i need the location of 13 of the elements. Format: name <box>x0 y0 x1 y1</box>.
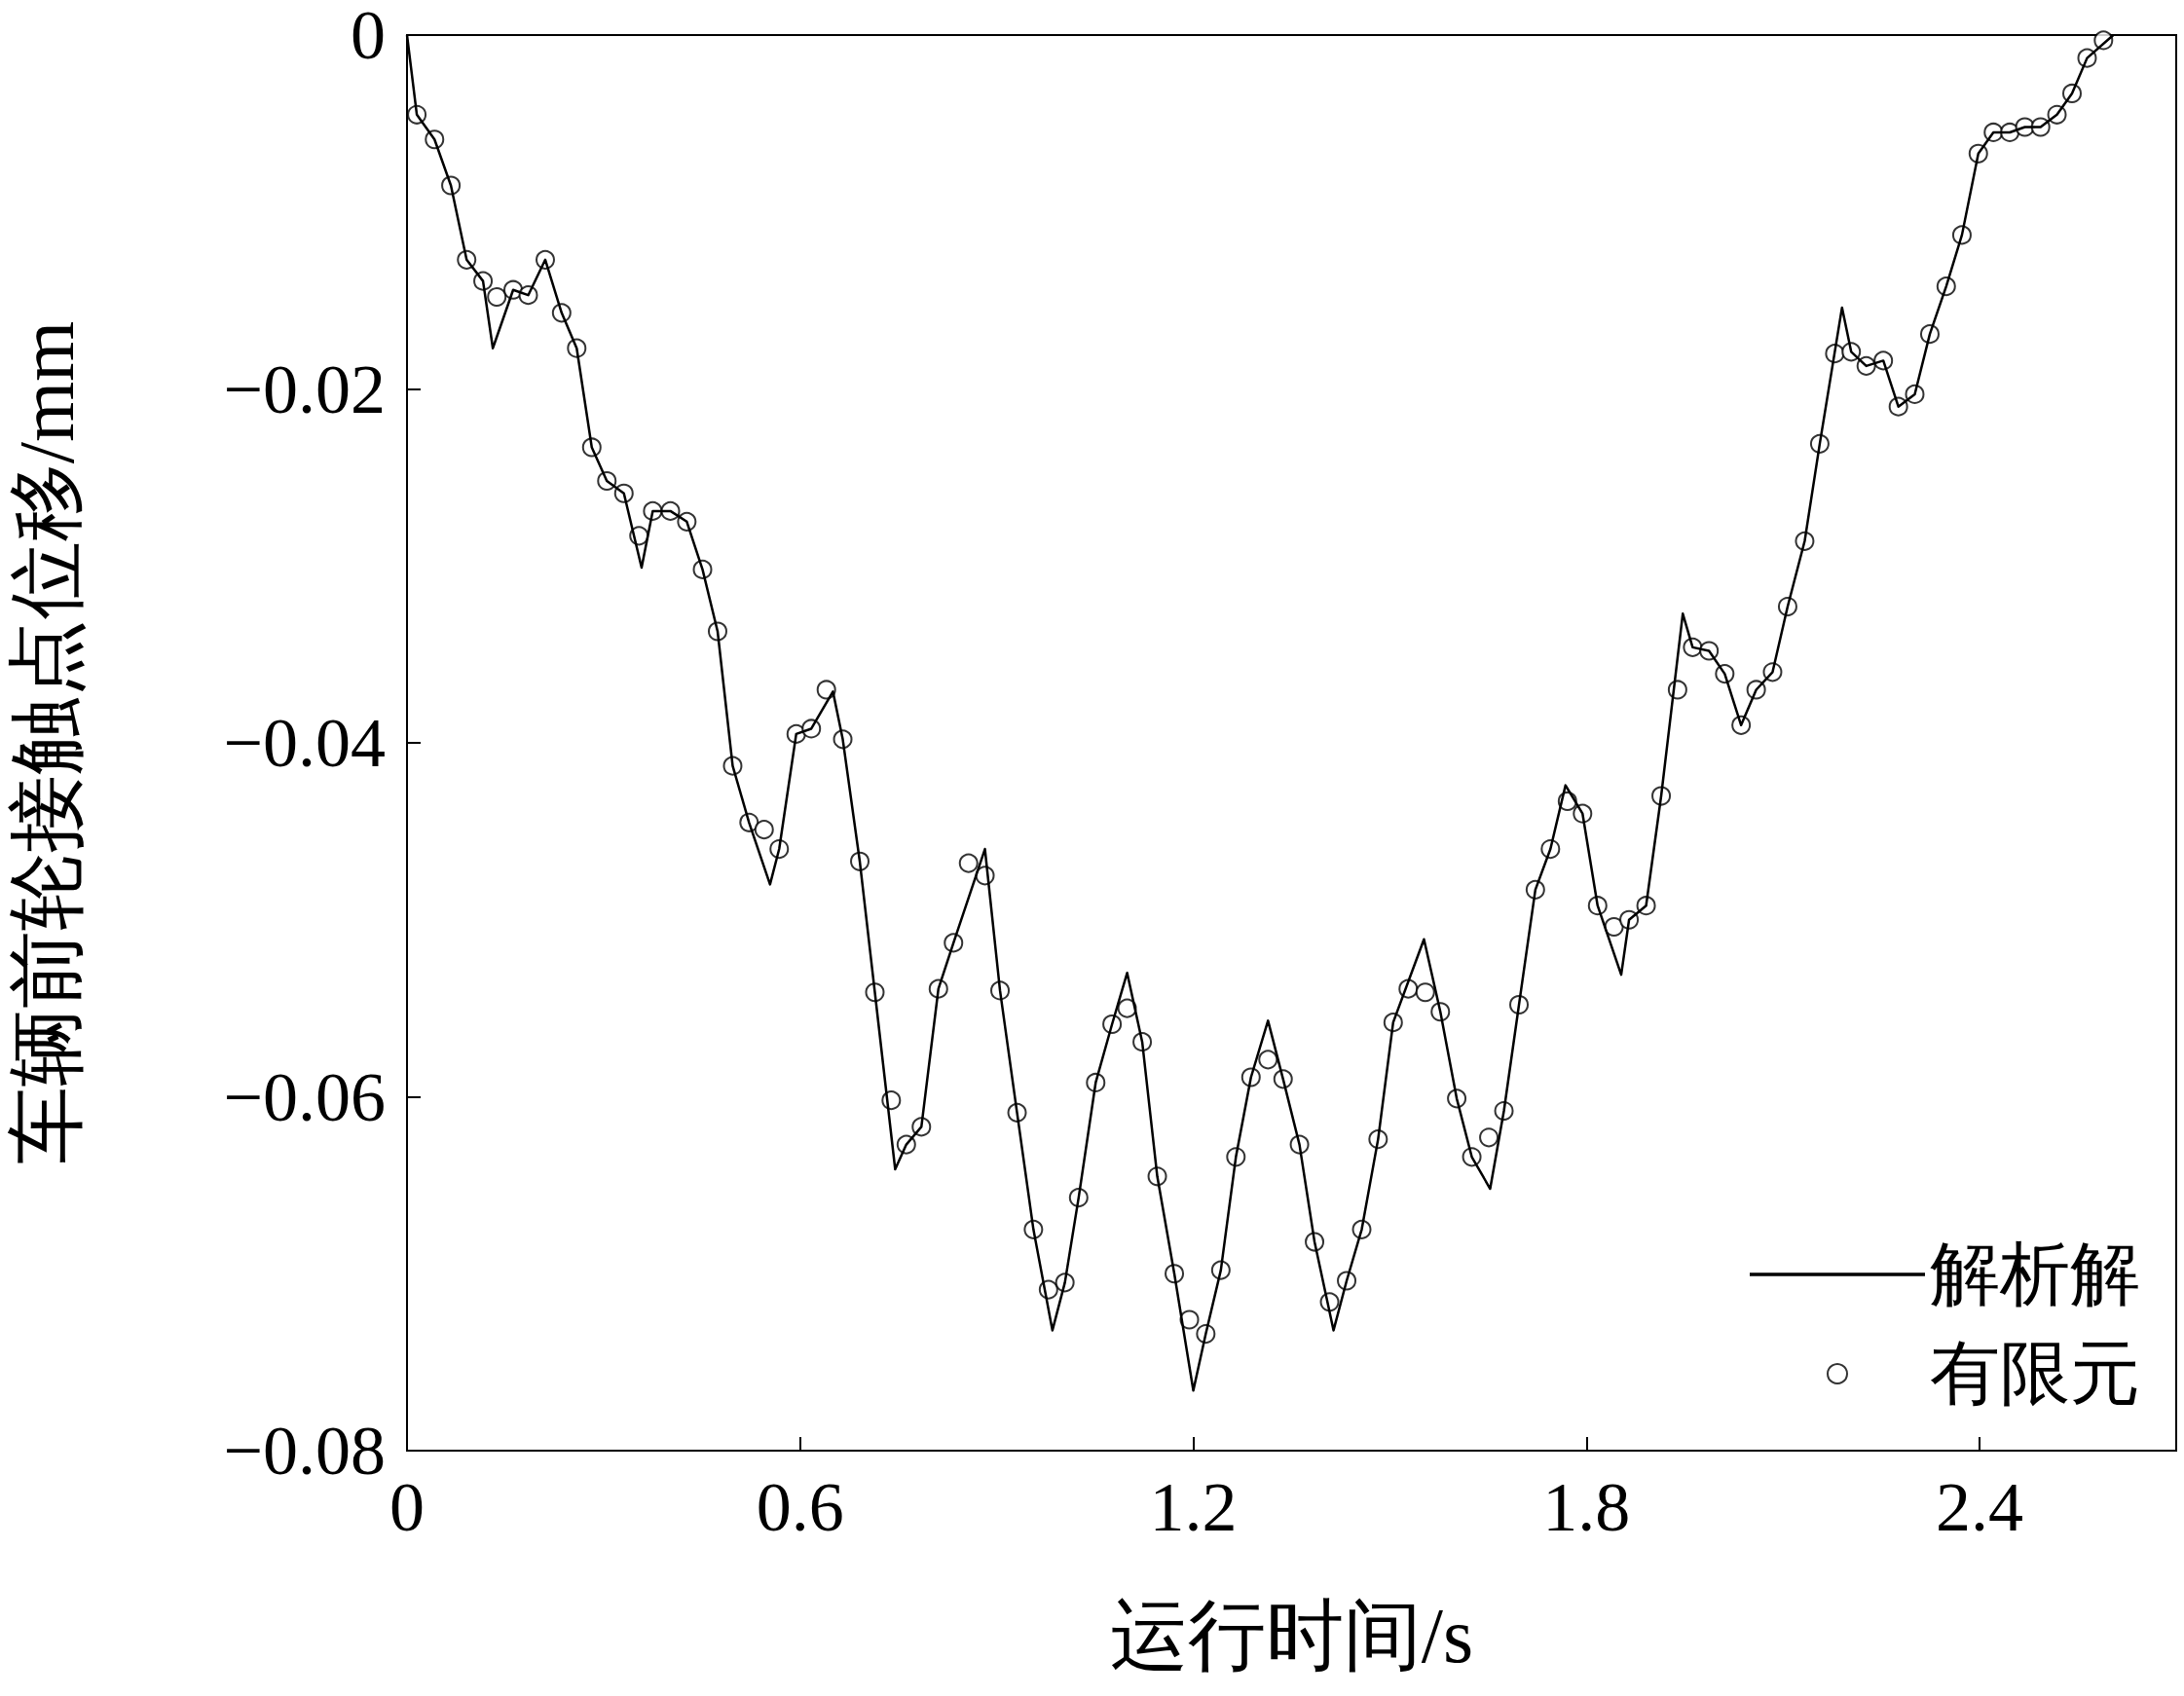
y-tick-label: 0 <box>351 0 386 74</box>
x-tick-label: 1.8 <box>1542 1468 1631 1546</box>
y-tick-label: −0.06 <box>223 1057 386 1136</box>
legend-label: 有限元 <box>1930 1335 2140 1413</box>
x-axis-title: 运行时间/s <box>1109 1593 1474 1678</box>
y-tick-label: −0.04 <box>223 704 386 782</box>
y-tick-label: −0.08 <box>223 1412 386 1490</box>
y-tick-label: −0.02 <box>223 350 386 428</box>
x-tick-label: 2.4 <box>1936 1468 2024 1546</box>
legend-label: 解析解 <box>1930 1235 2140 1313</box>
x-tick-label: 0.6 <box>756 1468 844 1546</box>
x-tick-label: 1.2 <box>1149 1468 1238 1546</box>
y-axis-title: 车辆前轮接触点位移/mm <box>4 320 90 1165</box>
